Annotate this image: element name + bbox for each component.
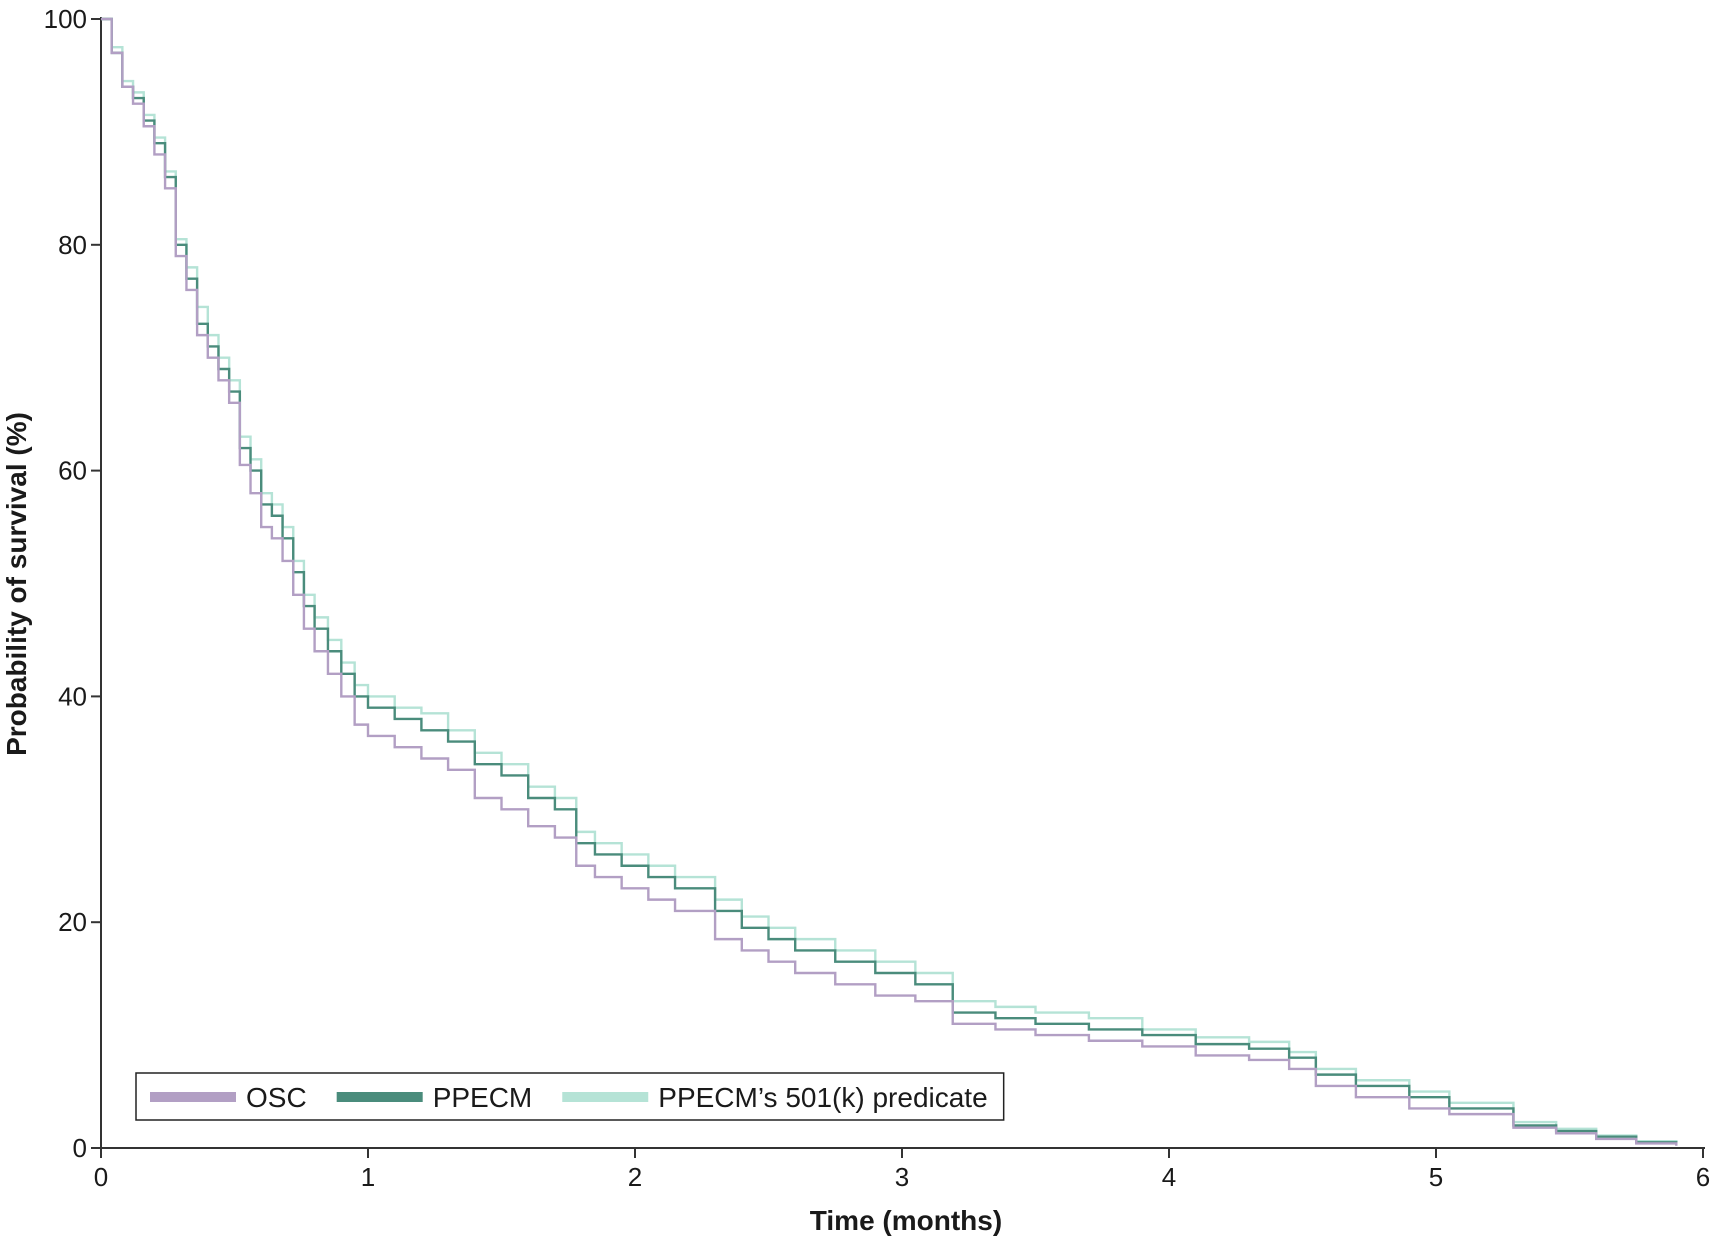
y-tick-label: 60 [58,456,87,486]
legend-label: OSC [246,1082,307,1113]
survival-line [101,17,1678,1145]
x-axis-title: Time (months) [810,1205,1002,1236]
y-tick-label: 0 [73,1133,87,1163]
y-axis-title: Probability of survival (%) [1,412,32,756]
survival-line [101,17,1678,1145]
survival-line [101,17,1678,1146]
x-tick-label: 5 [1429,1162,1443,1192]
x-tick-label: 2 [628,1162,642,1192]
x-tick-label: 0 [94,1162,108,1192]
y-tick-label: 40 [58,681,87,711]
legend-label: PPECM’s 501(k) predicate [658,1082,987,1113]
x-tick-label: 1 [361,1162,375,1192]
x-tick-label: 3 [895,1162,909,1192]
legend-label: PPECM [433,1082,533,1113]
x-tick-label: 6 [1696,1162,1710,1192]
y-tick-label: 20 [58,907,87,937]
legend: OSC PPECM PPECM’s 501(k) predicate [135,1072,1005,1121]
y-tick-label: 80 [58,230,87,260]
y-tick-label: 100 [44,4,87,34]
x-tick-label: 4 [1162,1162,1176,1192]
